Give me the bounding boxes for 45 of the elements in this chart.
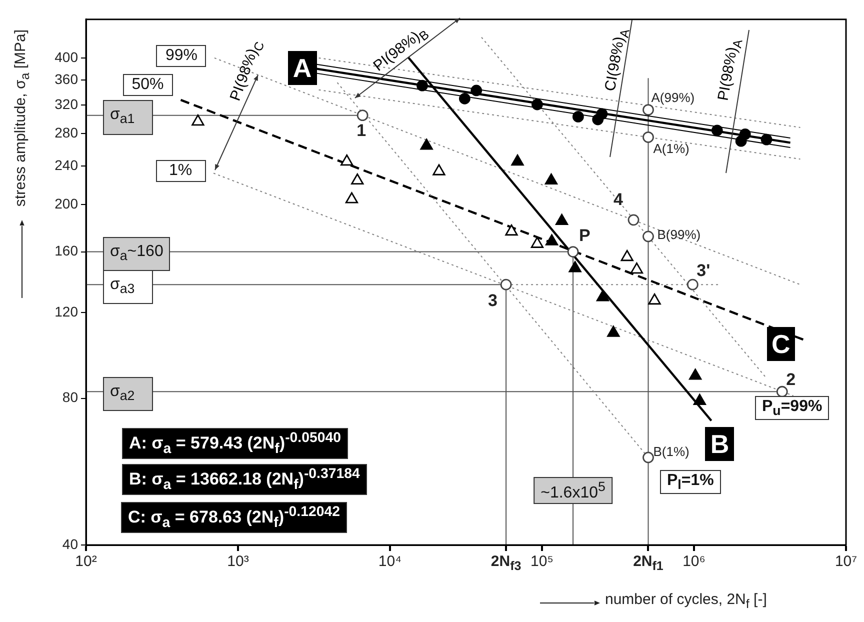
annotation: 4: [614, 190, 623, 210]
x-tick-label: 2N$_{f1}$: [633, 553, 664, 573]
annotation: σ$_{a3}$: [103, 270, 153, 304]
y-tick-label: 360: [54, 71, 78, 88]
annotation: A(1%): [653, 141, 690, 156]
x-tick-label: 10⁶: [682, 553, 706, 570]
annotation: 3: [488, 290, 498, 311]
x-tick-label: 10³: [227, 553, 249, 570]
annotation: A(99%): [651, 90, 695, 105]
annotation: 2: [786, 370, 796, 390]
x-tick-label: 10⁴: [378, 553, 402, 570]
annotation: B(1%): [653, 444, 690, 460]
y-tick-label: 160: [54, 242, 78, 259]
y-tick-label: 200: [54, 195, 78, 212]
series-label: B: [705, 426, 734, 461]
annotation: σ$_{a2}$: [103, 376, 153, 411]
annotation: 99%: [156, 44, 206, 67]
y-tick-label: 120: [54, 303, 78, 320]
y-tick-label: 280: [54, 124, 78, 140]
annotation: P$_{l}$=1%: [660, 470, 721, 494]
y-tick-label: 80: [62, 389, 78, 406]
y-tick-label: 240: [54, 156, 78, 173]
annotation: ~1.6x10$^{5}$: [534, 477, 612, 504]
x-axis-title: number of cycles, 2N$_{f}$ [-]: [605, 591, 767, 611]
annotation: P$_{u}$=99%: [755, 396, 830, 420]
x-tick-label: 10⁵: [530, 553, 554, 570]
y-tick-label: 40: [62, 536, 78, 552]
annotation: 50%: [122, 74, 173, 96]
annotation: C: σ$_{a}$ = 678.63 (2N$_{f}$)$^{-0.12042}$: [121, 502, 347, 534]
series-label: A: [288, 50, 317, 85]
annotation: B(99%): [657, 227, 701, 242]
y-tick-label: 320: [54, 96, 78, 112]
series-label: C: [766, 326, 796, 361]
annotation: 3': [696, 260, 710, 281]
annotation: 1: [356, 121, 366, 142]
annotation: B: σ$_{a}$ = 13662.18 (2N$_{f}$)$^{-0.37184}$: [122, 464, 367, 496]
x-tick-label: 10⁷: [834, 553, 858, 570]
annotation: A: σ$_{a}$ = 579.43 (2N$_{f}$)$^{-0.05040}$: [122, 428, 348, 460]
annotation: 1%: [156, 160, 206, 182]
annotation: σ$_{a1}$: [103, 100, 153, 134]
annotation: σ$_{a}$~160: [103, 236, 170, 271]
y-tick-label: 400: [54, 48, 78, 65]
x-tick-label: 10²: [75, 553, 97, 570]
x-tick-label: 2N$_{f3}$: [490, 553, 522, 573]
annotation: P: [579, 226, 590, 246]
